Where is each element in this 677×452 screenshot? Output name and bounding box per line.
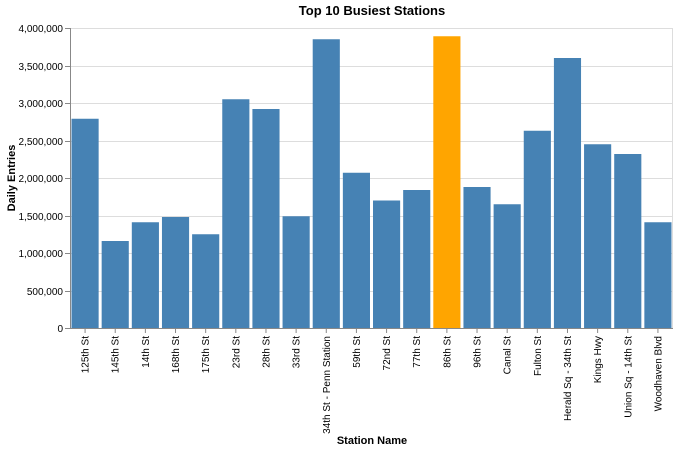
bar xyxy=(433,36,461,328)
y-tick-label: 0 xyxy=(57,324,63,335)
x-tick-label: 96th St xyxy=(473,336,484,368)
bars xyxy=(71,36,672,328)
x-tick-label: Woodhaven Blvd xyxy=(653,336,664,411)
x-tick-label: Union Sq - 14th St xyxy=(623,336,634,418)
bar xyxy=(403,190,431,328)
bar xyxy=(342,172,370,328)
x-tick-label: 33rd St xyxy=(292,336,303,368)
y-tick-label: 2,000,000 xyxy=(19,174,64,185)
gridlines xyxy=(70,28,673,329)
bar xyxy=(161,217,190,328)
x-tick-label: 168th St xyxy=(171,336,182,373)
x-tick-label: 34th St - Penn Station xyxy=(322,336,333,434)
bar xyxy=(614,154,642,328)
bar xyxy=(493,204,521,328)
bar xyxy=(131,222,159,328)
x-tick-label: 86th St xyxy=(442,336,453,368)
y-tick-label: 500,000 xyxy=(27,287,64,298)
x-tick-label: 77th St xyxy=(412,336,423,368)
y-tick-label: 3,500,000 xyxy=(19,62,64,73)
y-tick-label: 4,000,000 xyxy=(19,24,64,35)
x-tick-label: 145th St xyxy=(111,336,122,373)
x-axis-title: Station Name xyxy=(337,435,407,447)
bar xyxy=(312,39,340,328)
x-tick-label: Herald Sq - 34th St xyxy=(563,336,574,421)
bar xyxy=(523,130,551,328)
bar xyxy=(282,216,310,328)
bar xyxy=(101,241,129,328)
x-tick-label: 28th St xyxy=(261,336,272,368)
x-tick-label: 23rd St xyxy=(231,336,242,368)
y-tick-label: 1,500,000 xyxy=(19,212,64,223)
axes: 0 500,000 1,000,000 1,500,000 2,000,000 2,500… xyxy=(19,24,673,434)
x-tick-label: 59th St xyxy=(352,336,363,368)
bar xyxy=(192,234,220,328)
x-tick-label: Kings Hwy xyxy=(593,336,604,383)
x-tick-label: Canal St xyxy=(503,336,514,375)
bar xyxy=(252,109,280,328)
y-axis-title: Daily Entries xyxy=(6,145,18,212)
bar xyxy=(222,99,250,328)
bar xyxy=(553,58,582,328)
x-tick-label: 175th St xyxy=(201,336,212,373)
x-tick-label: 72nd St xyxy=(382,336,393,371)
x-tick-label: 125th St xyxy=(81,336,92,373)
bar xyxy=(373,200,401,328)
bar xyxy=(644,222,672,328)
bar xyxy=(463,187,491,328)
x-tick-label: Fulton St xyxy=(533,336,544,376)
chart-title: Top 10 Busiest Stations xyxy=(299,3,445,18)
x-tick-label: 14th St xyxy=(141,336,152,368)
y-tick-label: 1,000,000 xyxy=(19,249,64,260)
bar xyxy=(584,144,612,328)
y-tick-label: 3,000,000 xyxy=(19,99,64,110)
y-tick-label: 2,500,000 xyxy=(19,137,64,148)
bar xyxy=(71,118,99,328)
